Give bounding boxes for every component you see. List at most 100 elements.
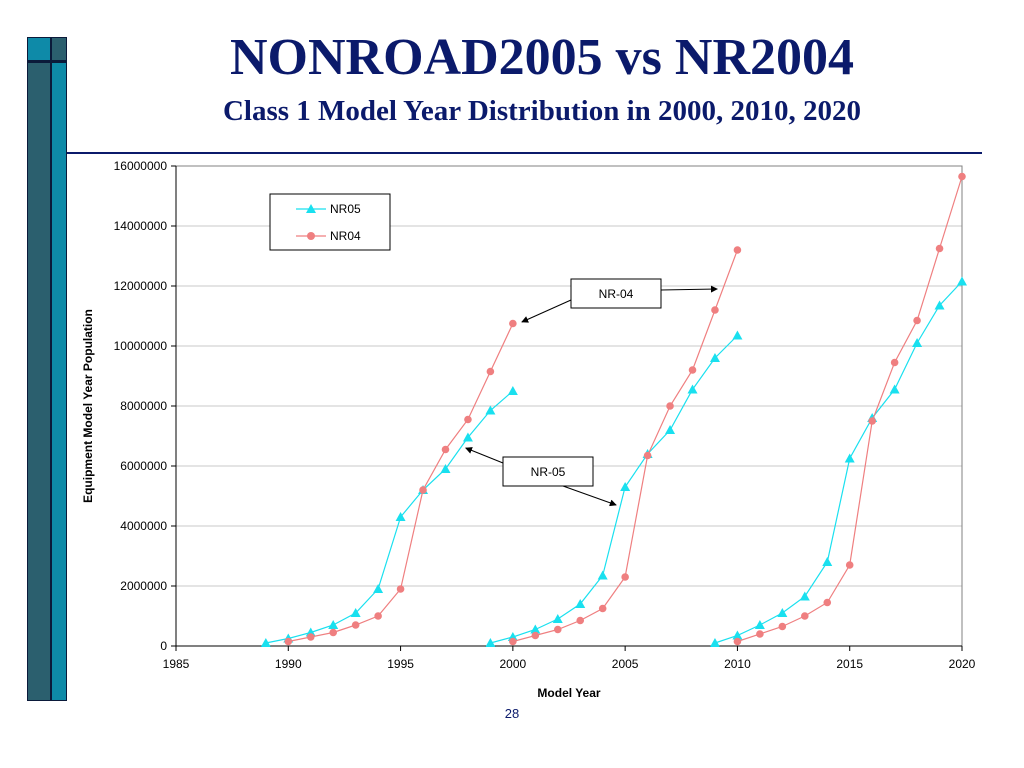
nr04-point bbox=[958, 172, 966, 181]
nr05-point bbox=[732, 330, 743, 340]
nr05-point bbox=[732, 630, 743, 640]
sidebar-divider-line bbox=[27, 61, 67, 63]
nr05-point bbox=[260, 638, 271, 647]
nr04-point bbox=[733, 246, 742, 254]
nr04-point bbox=[913, 316, 921, 325]
nr05-point bbox=[552, 614, 563, 623]
nr04-point bbox=[509, 319, 517, 328]
page-number: 28 bbox=[504, 706, 520, 721]
nr05-line-segment bbox=[714, 281, 963, 644]
nr05-point bbox=[934, 300, 945, 310]
nr04-point bbox=[374, 612, 382, 620]
nr04-arrow-right bbox=[660, 285, 718, 293]
nr04-point bbox=[868, 417, 876, 425]
slide-subtitle: Class 1 Model Year Distribution in 2000,… bbox=[222, 95, 862, 127]
nr04-point bbox=[756, 630, 764, 638]
nr05-arrow-left bbox=[465, 447, 504, 464]
x-tick-label: 2020 bbox=[949, 657, 976, 671]
x-axis-title: Model Year bbox=[537, 686, 600, 700]
y-tick-label: 6000000 bbox=[120, 459, 167, 473]
nr04-point bbox=[464, 415, 472, 424]
nr05-point bbox=[485, 405, 496, 415]
nr05-point bbox=[709, 638, 720, 647]
nr04-point bbox=[621, 573, 629, 581]
nr04-point bbox=[778, 622, 787, 631]
sidebar-top-square-dark bbox=[51, 37, 67, 61]
nr04-point bbox=[509, 637, 517, 646]
nr04-point bbox=[801, 612, 809, 620]
nr04-point bbox=[486, 367, 495, 376]
sidebar-top-square-light bbox=[27, 37, 51, 61]
nr04-point bbox=[553, 625, 562, 634]
nr05-point bbox=[597, 570, 608, 580]
nr05-point bbox=[328, 620, 339, 629]
nr04-point bbox=[643, 451, 652, 460]
nr04-point bbox=[531, 631, 540, 640]
nr04-line-segment bbox=[512, 249, 738, 643]
y-tick-label: 4000000 bbox=[120, 519, 167, 533]
nr05-point bbox=[822, 557, 833, 566]
legend-nr05-marker bbox=[306, 204, 316, 213]
nr04-point bbox=[890, 358, 899, 367]
nr04-point bbox=[935, 244, 944, 253]
nr04-point bbox=[688, 366, 697, 374]
nr05-point bbox=[799, 591, 810, 601]
y-tick-label: 0 bbox=[160, 639, 167, 653]
nr04-point bbox=[733, 637, 742, 646]
nr04-callout-label: NR-04 bbox=[599, 287, 634, 301]
nr05-point bbox=[575, 599, 586, 608]
nr05-point bbox=[912, 338, 923, 347]
nr05-point bbox=[620, 482, 631, 491]
nr04-point bbox=[419, 486, 427, 494]
nr04-line-segment bbox=[737, 176, 963, 643]
nr04-line-segment bbox=[288, 323, 514, 643]
legend-nr04-marker bbox=[307, 232, 315, 240]
y-tick-label: 8000000 bbox=[120, 399, 167, 413]
y-tick-label: 14000000 bbox=[114, 219, 168, 233]
slide-title: NONROAD2005 vs NR2004 bbox=[230, 29, 854, 86]
nr05-point bbox=[777, 608, 788, 617]
nr05-line-segment bbox=[490, 335, 738, 644]
nr04-callout-box bbox=[570, 278, 662, 309]
legend-box bbox=[269, 193, 391, 251]
nr05-point bbox=[754, 620, 765, 629]
nr05-point bbox=[889, 384, 900, 394]
nr05-point bbox=[440, 464, 451, 473]
legend-nr04-label: NR04 bbox=[330, 229, 361, 243]
y-axis-title: Equipment Model Year Population bbox=[81, 309, 95, 503]
nr05-callout-label: NR-05 bbox=[531, 465, 566, 479]
nr05-point bbox=[957, 276, 967, 286]
x-tick-label: 1985 bbox=[163, 657, 190, 671]
nr05-point bbox=[709, 353, 720, 362]
nr04-point bbox=[329, 628, 338, 637]
nr05-line-segment bbox=[265, 390, 514, 644]
nr05-callout-box bbox=[502, 456, 594, 487]
nr04-point bbox=[576, 616, 585, 625]
nr04-point bbox=[396, 585, 405, 593]
nr05-point bbox=[844, 453, 855, 463]
nr05-point bbox=[507, 386, 518, 395]
nr04-point bbox=[598, 604, 607, 613]
x-tick-label: 2015 bbox=[836, 657, 863, 671]
x-tick-label: 2010 bbox=[724, 657, 751, 671]
x-tick-label: 2005 bbox=[612, 657, 639, 671]
nr04-point bbox=[351, 621, 360, 629]
nr05-point bbox=[687, 384, 698, 394]
nr05-point bbox=[395, 512, 406, 521]
nr05-point bbox=[485, 638, 496, 647]
nr05-point bbox=[530, 624, 541, 634]
nr05-point bbox=[373, 584, 384, 593]
nr04-arrow-left bbox=[521, 299, 572, 323]
nr04-point bbox=[306, 633, 315, 641]
nr04-point bbox=[823, 598, 832, 607]
nr04-point bbox=[711, 306, 719, 314]
x-tick-label: 2000 bbox=[500, 657, 527, 671]
x-tick-label: 1990 bbox=[275, 657, 302, 671]
nr05-point bbox=[350, 608, 361, 617]
y-tick-label: 12000000 bbox=[114, 279, 168, 293]
nr04-point bbox=[284, 637, 293, 646]
y-tick-label: 2000000 bbox=[120, 579, 167, 593]
legend-nr05-label: NR05 bbox=[330, 202, 361, 216]
nr05-point bbox=[462, 432, 473, 442]
nr04-point bbox=[666, 402, 674, 410]
